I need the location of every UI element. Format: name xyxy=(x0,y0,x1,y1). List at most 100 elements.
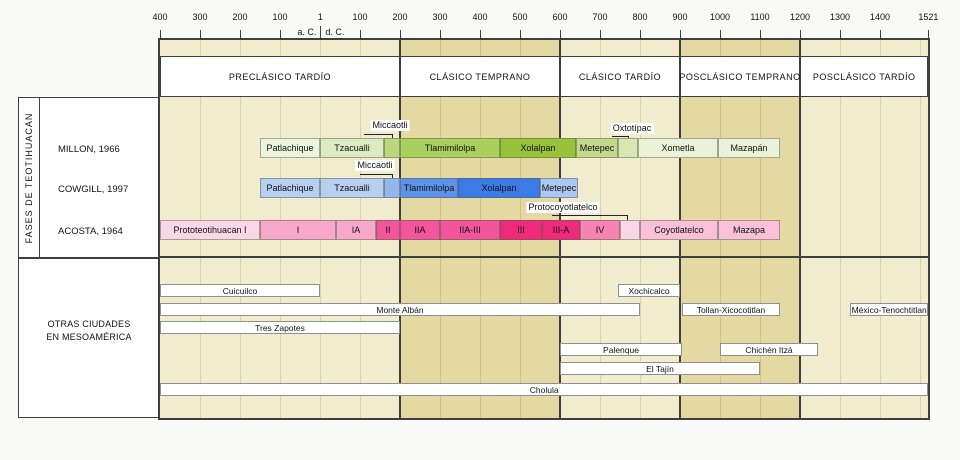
axis-tick-label: 1100 xyxy=(750,12,770,22)
section-separator xyxy=(160,256,929,258)
period-header: PRECLÁSICO TARDÍO xyxy=(160,56,400,97)
axis-tick-label: 1200 xyxy=(789,12,811,22)
axis-tick-label: 300 xyxy=(192,12,208,22)
callout-line xyxy=(392,134,393,138)
axis-tick-label: 200 xyxy=(392,12,408,22)
phase-bar: Coyotlatelco xyxy=(640,220,718,240)
phase-bar xyxy=(620,220,640,240)
city-bar: Chichén Itzá xyxy=(720,343,818,356)
axis-tick xyxy=(840,30,841,40)
phase-bar: IA xyxy=(336,220,376,240)
phase-bar: Mazapa xyxy=(718,220,780,240)
gridline xyxy=(840,40,841,418)
axis-tick xyxy=(720,30,721,40)
axis-tick-label: 600 xyxy=(552,12,568,22)
axis-tick xyxy=(800,30,801,40)
period-header: CLÁSICO TEMPRANO xyxy=(400,56,560,97)
axis-tick-label: 1 xyxy=(317,12,323,22)
callout-line xyxy=(552,215,627,216)
axis-tick-label: 700 xyxy=(592,12,608,22)
callout-line xyxy=(612,136,628,137)
gridline xyxy=(920,40,921,418)
phase-bar: IIA xyxy=(400,220,440,240)
axis-tick xyxy=(360,30,361,40)
axis-tick-label: 1400 xyxy=(869,12,891,22)
axis-tick xyxy=(928,30,930,40)
axis-tick-label: 400 xyxy=(152,12,168,22)
period-header: CLÁSICO TARDÍO xyxy=(560,56,680,97)
axis-tick-label: 200 xyxy=(232,12,248,22)
phase-bar: Tlamimilolpa xyxy=(400,138,500,158)
axis-tick-label: 300 xyxy=(432,12,448,22)
city-bar: Xochicalco xyxy=(618,284,680,297)
period-boundary-line xyxy=(799,40,801,418)
city-bar: Tollan-Xicocotitlan xyxy=(682,303,780,316)
phase-bar: Tlamimilolpa xyxy=(400,178,458,198)
phase-bar: Metepec xyxy=(540,178,578,198)
axis-tick-label: 400 xyxy=(472,12,488,22)
city-bar: Tres Zapotes xyxy=(160,321,400,334)
era-label-ac: a. C. xyxy=(297,27,317,37)
era-label-dc: d. C. xyxy=(325,27,345,37)
author-label-cowgill: COWGILL, 1997 xyxy=(58,184,129,195)
axis-tick xyxy=(640,30,641,40)
axis-tick xyxy=(400,30,401,40)
phase-bar: Tzacualli xyxy=(320,138,384,158)
city-bar: México-Tenochtitlan xyxy=(850,303,929,316)
axis-tick xyxy=(440,30,441,40)
axis-tick xyxy=(480,30,481,40)
period-band xyxy=(800,40,929,418)
city-bar: Cholula xyxy=(160,383,929,396)
callout-line xyxy=(628,136,629,138)
axis-tick xyxy=(520,30,521,40)
phase-bar: Patlachique xyxy=(260,178,320,198)
axis-tick-label: 500 xyxy=(512,12,528,22)
period-header: POSCLÁSICO TEMPRANO xyxy=(679,56,800,97)
phase-bar: Mazapán xyxy=(718,138,780,158)
phase-bar xyxy=(618,138,638,158)
other-cities-title-line1: OTRAS CIUDADES xyxy=(47,319,131,329)
axis-tick xyxy=(280,30,281,40)
phase-bar: IV xyxy=(580,220,620,240)
phase-bar: II xyxy=(376,220,400,240)
axis-tick xyxy=(560,30,561,40)
axis-tick-label: 1521 xyxy=(918,12,939,22)
axis-tick-label: 800 xyxy=(632,12,648,22)
author-label-millon: MILLON, 1966 xyxy=(58,144,120,155)
axis-tick-label: 900 xyxy=(672,12,688,22)
city-bar: Cuicuilco xyxy=(160,284,320,297)
axis-tick-label: 100 xyxy=(272,12,288,22)
other-cities-title-line2: EN MESOAMÉRICA xyxy=(46,332,132,342)
gridline xyxy=(880,40,881,418)
phase-bar: Tzacualli xyxy=(320,178,384,198)
phase-bar: Xometla xyxy=(638,138,718,158)
phase-bar: Xolalpan xyxy=(458,178,540,198)
author-label-acosta: ACOSTA, 1964 xyxy=(58,226,123,237)
phase-bar: IIA-III xyxy=(440,220,500,240)
city-bar: Palenque xyxy=(560,343,682,356)
axis-tick xyxy=(600,30,601,40)
other-cities-panel: OTRAS CIUDADES EN MESOAMÉRICA xyxy=(18,258,160,418)
axis-tick-label: 1000 xyxy=(709,12,731,22)
axis-tick xyxy=(240,30,241,40)
phase-bar: Xolalpan xyxy=(500,138,576,158)
axis-tick xyxy=(760,30,761,40)
phase-bar: Patlachique xyxy=(260,138,320,158)
phase-bar: Prototeotihuacan I xyxy=(160,220,260,240)
city-bar: Monte Albán xyxy=(160,303,640,316)
callout-label: Protocoyotlatelco xyxy=(526,202,600,213)
axis-tick xyxy=(320,26,322,40)
phase-bar xyxy=(384,178,400,198)
phase-bar: III xyxy=(500,220,542,240)
axis-tick-label: 1300 xyxy=(829,12,851,22)
callout-label: Miccaotli xyxy=(355,160,395,171)
phase-bar xyxy=(384,138,400,158)
fases-panel: FASES DE TEOTIHUACAN xyxy=(18,97,40,258)
axis-tick xyxy=(200,30,201,40)
city-bar: El Tajín xyxy=(560,362,760,375)
callout-line xyxy=(360,174,392,175)
phase-bar: I xyxy=(260,220,336,240)
fases-title: FASES DE TEOTIHUACAN xyxy=(24,112,34,243)
phase-bar: III-A xyxy=(542,220,580,240)
